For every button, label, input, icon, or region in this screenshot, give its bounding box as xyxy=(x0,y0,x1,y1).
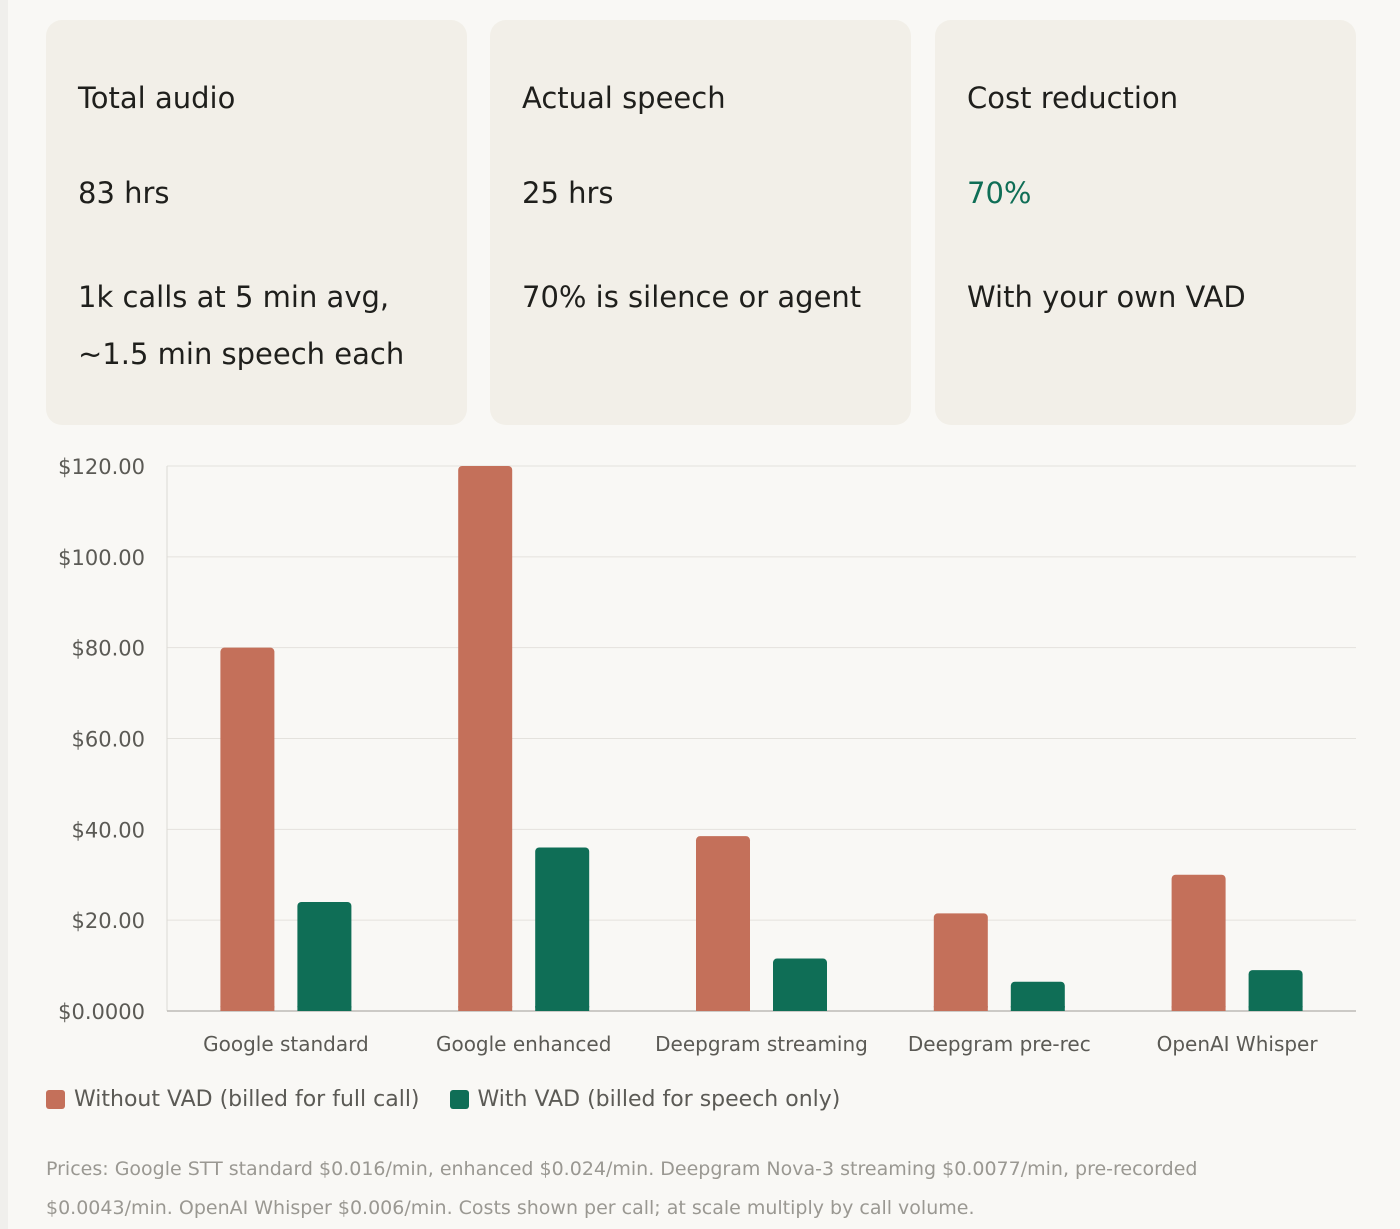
y-tick-label: $100.00 xyxy=(58,546,145,570)
cost-bar-chart: $0.0000 $20.00 $40.00 $60.00 $80.00 $100.00 $1… xyxy=(58,455,1356,1056)
stat-description: 1k calls at 5 min avg, ~1.5 min speech e… xyxy=(78,280,405,371)
bar-without-vad xyxy=(1171,874,1226,1011)
stat-card-actual-speech: Actual speech 25 hrs 70% is silence or a… xyxy=(490,20,911,425)
x-tick-label: Deepgram streaming xyxy=(655,1032,868,1056)
bar-base-with-vad xyxy=(1010,1006,1065,1011)
x-tick-label: Google enhanced xyxy=(436,1032,611,1056)
bar-base-without-vad xyxy=(220,1006,275,1011)
bar-with-vad xyxy=(535,847,590,1011)
bar-with-vad xyxy=(773,958,827,1011)
stat-card-total-audio: Total audio 83 hrs 1k calls at 5 min avg… xyxy=(46,20,467,425)
bar-base-with-vad xyxy=(1248,1006,1303,1011)
stat-description: 70% is silence or agent xyxy=(522,280,862,314)
bar-with-vad xyxy=(297,902,352,1011)
page-left-edge xyxy=(0,0,8,1229)
y-tick-label: $60.00 xyxy=(72,728,145,752)
legend-swatch-with-vad xyxy=(449,1089,469,1109)
legend-item-without-vad: Without VAD (billed for full call) xyxy=(46,1087,420,1112)
legend-label: With VAD (billed for speech only) xyxy=(477,1086,841,1112)
x-tick-label: Google standard xyxy=(203,1032,369,1056)
legend-label: Without VAD (billed for full call) xyxy=(74,1086,420,1112)
legend-swatch-without-vad xyxy=(46,1089,65,1109)
bar-base-without-vad xyxy=(933,1006,988,1011)
stat-label: Actual speech xyxy=(522,81,726,115)
x-tick-label: Deepgram pre-rec xyxy=(908,1032,1091,1056)
y-tick-label: $80.00 xyxy=(72,637,145,661)
bar-without-vad xyxy=(696,836,750,1011)
stat-label: Total audio xyxy=(78,81,236,115)
stat-description: With your own VAD xyxy=(967,280,1246,314)
bar-base-with-vad xyxy=(297,1006,352,1011)
bar-base-without-vad xyxy=(458,1006,513,1011)
chart-legend: Without VAD (billed for full call) With … xyxy=(46,1082,870,1116)
bar-without-vad xyxy=(458,466,513,1011)
pricing-footnote: Prices: Google STT standard $0.016/min, … xyxy=(46,1158,1198,1219)
bar-base-without-vad xyxy=(1171,1006,1226,1011)
stat-label: Cost reduction xyxy=(967,81,1179,115)
y-tick-label: $0.0000 xyxy=(58,1000,145,1024)
y-tick-label: $40.00 xyxy=(72,818,145,842)
y-tick-label: $20.00 xyxy=(72,909,145,933)
x-tick-label: OpenAI Whisper xyxy=(1157,1032,1319,1056)
stat-value: 70% xyxy=(967,176,1032,210)
bar-without-vad xyxy=(933,913,988,1011)
y-tick-label: $120.00 xyxy=(58,455,145,479)
stat-value: 25 hrs xyxy=(522,176,614,210)
bar-without-vad xyxy=(220,647,275,1011)
bar-with-vad xyxy=(1248,970,1303,1011)
bar-with-vad xyxy=(1010,981,1065,1011)
stat-value: 83 hrs xyxy=(78,176,170,210)
bar-base-without-vad xyxy=(696,1006,750,1011)
legend-item-with-vad: With VAD (billed for speech only) xyxy=(449,1086,841,1112)
bar-base-with-vad xyxy=(535,1006,590,1011)
stat-card-cost-reduction: Cost reduction 70% With your own VAD xyxy=(935,20,1356,425)
stat-cards: Total audio 83 hrs 1k calls at 5 min avg… xyxy=(46,20,1356,425)
bar-base-with-vad xyxy=(773,1006,827,1011)
